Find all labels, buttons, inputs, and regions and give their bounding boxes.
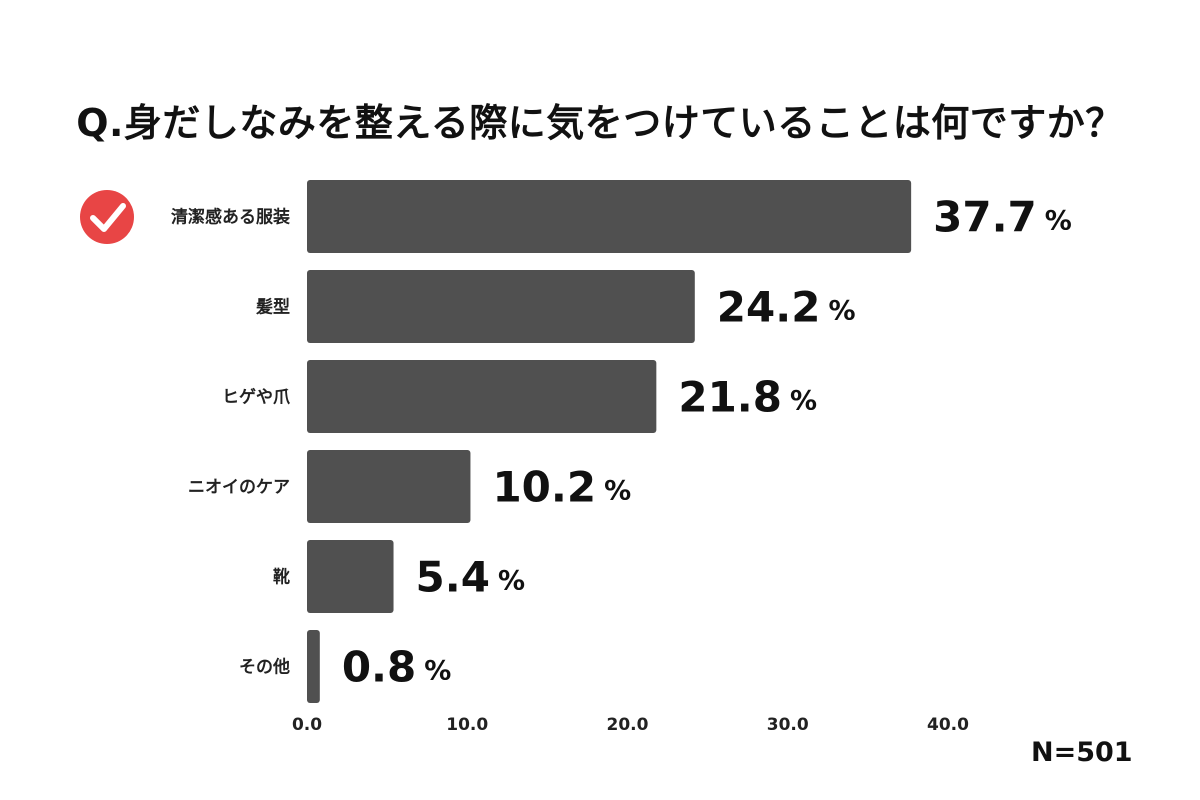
x-tick-label: 30.0: [767, 715, 809, 735]
checkmark-circle-icon: [80, 190, 134, 244]
x-tick-label: 10.0: [446, 715, 488, 735]
bar: [307, 540, 394, 613]
chart-title: Q.身だしなみを整える際に気をつけていることは何ですか？: [76, 101, 1124, 145]
checkmark-icon: [90, 203, 126, 232]
category-label: ニオイのケア: [188, 478, 290, 498]
highlight-marker: [80, 190, 134, 244]
data-label-unit: %: [604, 476, 631, 507]
data-label: 5.4: [416, 553, 490, 602]
bar: [307, 270, 695, 343]
data-label: 37.7: [933, 193, 1037, 242]
data-label-unit: %: [790, 386, 817, 417]
category-label: 靴: [273, 567, 290, 588]
x-tick-label: 40.0: [927, 715, 969, 735]
category-label: その他: [239, 657, 290, 678]
data-label-unit: %: [828, 296, 855, 327]
x-tick-label: 20.0: [607, 715, 649, 735]
data-label-unit: %: [424, 656, 451, 687]
category-label: ヒゲや爪: [222, 387, 291, 408]
x-axis: 0.0 10.0 20.0 30.0 40.0: [292, 715, 969, 735]
data-label-unit: %: [1045, 206, 1072, 237]
data-label: 24.2: [717, 283, 821, 332]
data-label: 10.2: [492, 463, 596, 512]
x-tick-label: 0.0: [292, 715, 322, 735]
bar: [307, 180, 912, 253]
bar: [307, 450, 471, 523]
bar: [307, 630, 320, 703]
bars-layer: [307, 180, 912, 703]
data-label: 21.8: [678, 373, 782, 422]
data-label: 0.8: [342, 643, 416, 692]
sample-size-note: N=501: [1031, 737, 1133, 768]
category-label: 髪型: [255, 297, 290, 318]
labels-layer: 清潔感ある服装 37.7 % 髪型 24.2 % ヒゲや爪 21.8 % ニオイのケア 10.2 % 靴…: [171, 193, 1072, 692]
category-label: 清潔感ある服装: [171, 207, 290, 228]
data-label-unit: %: [498, 566, 525, 597]
bar: [307, 360, 657, 433]
